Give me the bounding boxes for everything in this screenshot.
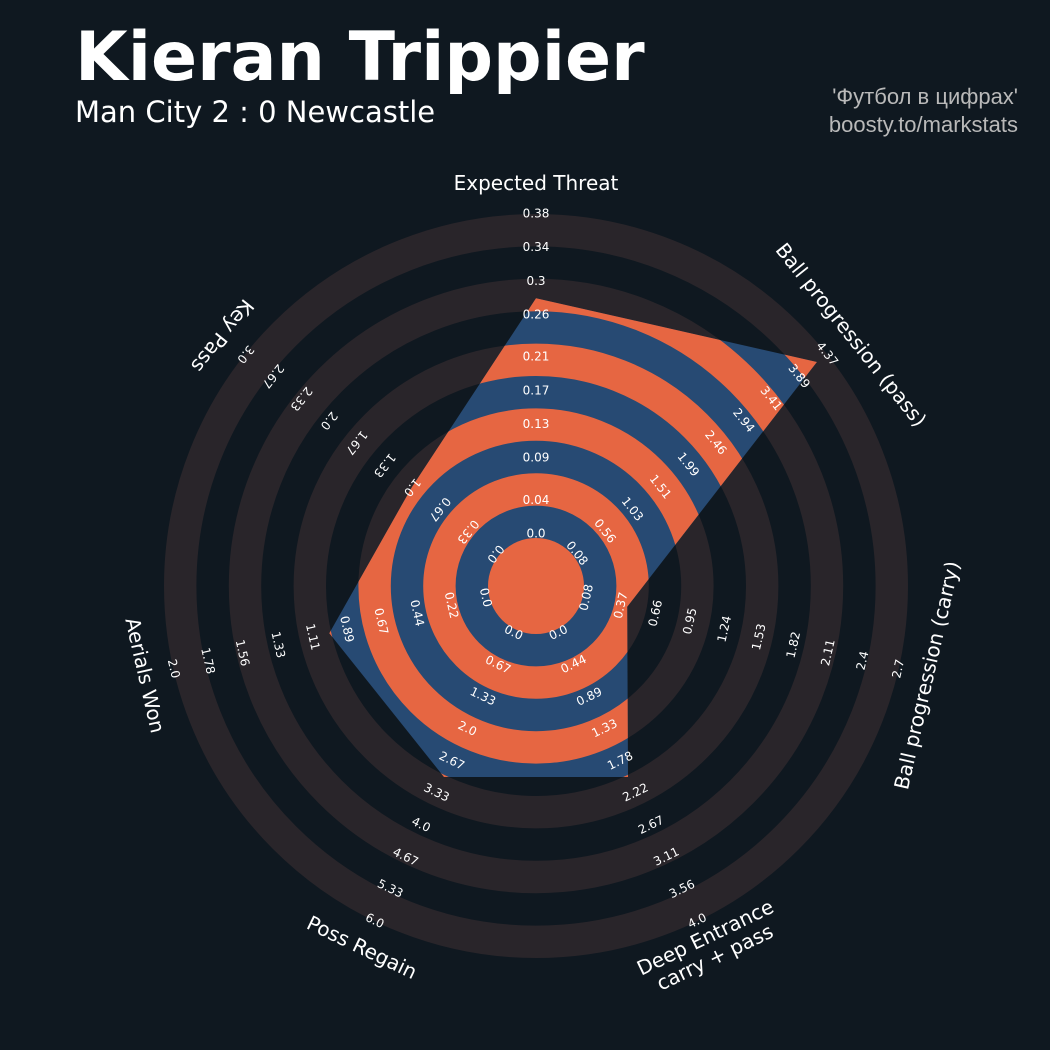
tick-label: 0.21 [523,350,550,364]
tick-label: 1.78 [198,646,218,675]
tick-label: 0.17 [523,383,550,397]
tick-label: 0.89 [337,615,357,644]
tick-label: 0.13 [523,417,550,431]
ring [228,278,844,894]
tick-label: 0.0 [526,527,545,541]
axis-label: Expected Threat [454,171,619,195]
tick-label: 0.3 [526,274,545,288]
tick-label: 2.11 [818,638,838,667]
chart-title: Kieran Trippier [75,18,645,97]
tick-label: 2.7 [889,658,907,680]
tick-label: 0.67 [371,607,391,636]
tick-label: 0.0 [477,587,495,609]
tick-label: 0.34 [523,240,550,254]
tick-label: 0.09 [523,451,550,465]
tick-label: 0.38 [523,207,550,221]
tick-label: 1.56 [233,638,253,667]
ring [164,214,908,958]
tick-label: 2.4 [854,650,872,672]
tick-label: 1.82 [784,630,804,659]
ring [488,538,584,634]
tick-label: 0.22 [442,591,462,620]
chart-subtitle: Man City 2 : 0 Newcastle [75,95,435,129]
tick-label: 1.33 [268,630,288,659]
tick-label: 0.44 [407,598,427,627]
tick-label: 2.0 [165,658,183,680]
tick-label: 0.95 [680,607,700,636]
credit: 'Футбол в цифрах' [832,84,1018,109]
tick-label: 1.11 [303,622,323,651]
credit: boosty.to/markstats [829,112,1018,137]
ring [423,473,649,699]
tick-label: 0.04 [523,493,550,507]
tick-label: 0.26 [523,308,550,322]
tick-label: 1.53 [749,622,769,651]
tick-label: 1.24 [715,614,735,643]
tick-label: 0.37 [611,591,631,620]
tick-label: 0.08 [576,583,596,612]
tick-label: 0.66 [646,599,666,628]
